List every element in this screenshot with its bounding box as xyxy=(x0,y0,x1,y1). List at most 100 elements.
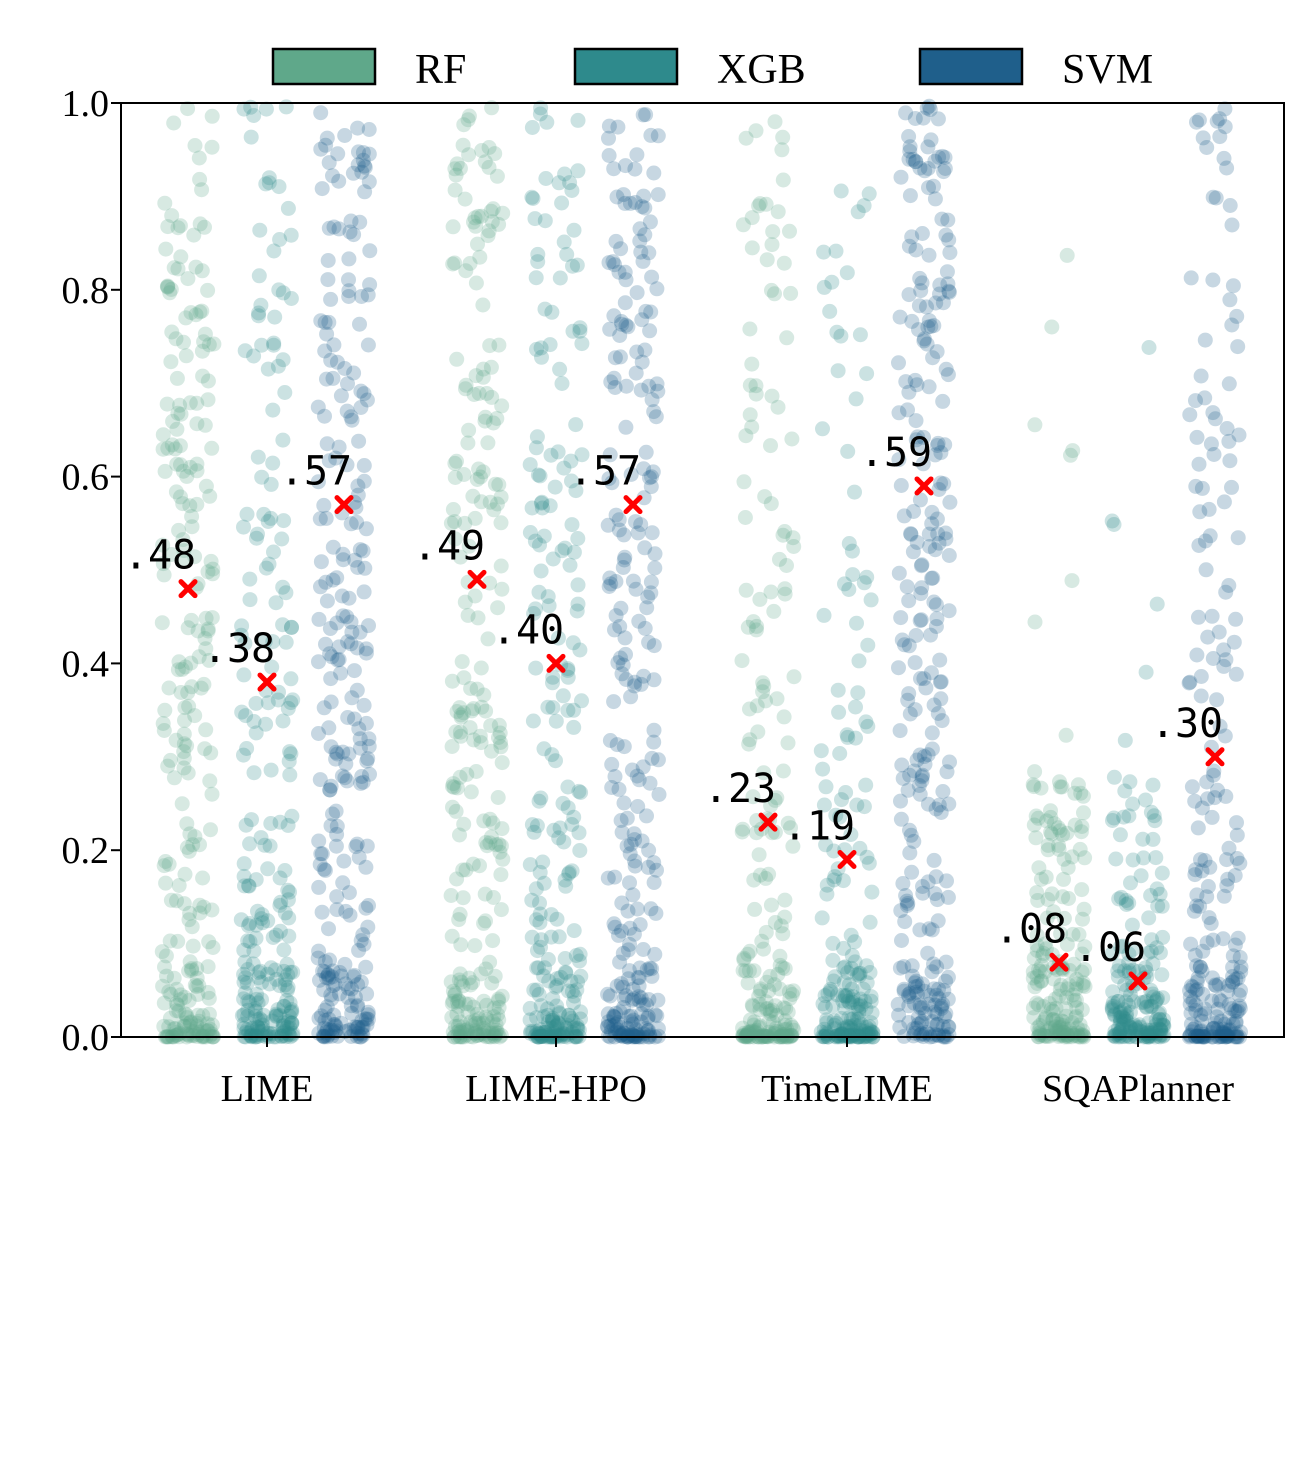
strip-point xyxy=(493,739,509,755)
mean-marker-rf xyxy=(467,569,487,589)
strip-point xyxy=(178,348,194,364)
strip-point xyxy=(618,419,634,435)
strip-point xyxy=(491,730,506,745)
strip-point xyxy=(616,1000,632,1015)
strip-point xyxy=(1233,959,1249,975)
strip-point xyxy=(826,1013,842,1028)
strip-point xyxy=(1225,974,1241,990)
strip-point xyxy=(557,540,573,556)
strip-point xyxy=(467,210,483,226)
strip-point xyxy=(166,770,182,786)
strip-point xyxy=(340,981,356,996)
strip-point xyxy=(242,592,258,608)
strip-point xyxy=(1143,804,1159,820)
strip-point xyxy=(272,1008,288,1024)
strip-point xyxy=(484,100,500,116)
strip-point xyxy=(357,184,373,200)
mean-label: .57 xyxy=(569,449,641,495)
strip-point xyxy=(246,765,262,781)
strip-point xyxy=(323,671,339,687)
strip-point xyxy=(643,479,659,495)
strip-point xyxy=(236,101,252,117)
strip-point xyxy=(265,402,281,418)
strip-point xyxy=(783,285,799,301)
strip-point xyxy=(617,195,633,211)
legend-label-rf: RF xyxy=(415,47,466,93)
strip-point xyxy=(1128,1022,1144,1038)
strip-point xyxy=(317,964,333,980)
strip-point xyxy=(477,409,493,425)
strip-point xyxy=(330,652,346,668)
mean-marker-rf xyxy=(178,579,198,599)
strip-point xyxy=(1230,930,1246,946)
strip-point xyxy=(447,455,463,471)
strip-point xyxy=(619,810,635,826)
strip-point xyxy=(912,747,928,763)
strip-point xyxy=(284,1002,300,1018)
strip-point xyxy=(911,298,927,314)
strip-point xyxy=(161,1019,177,1035)
strip-point xyxy=(641,245,657,261)
strip-point xyxy=(816,607,832,623)
strip-point xyxy=(1224,317,1240,333)
strip-point xyxy=(1043,1001,1059,1017)
strip-point xyxy=(557,872,573,888)
strip-point xyxy=(1150,990,1165,1006)
strip-point xyxy=(861,855,877,871)
strip-point xyxy=(928,869,944,885)
strip-point xyxy=(463,1014,479,1030)
strip-point xyxy=(529,982,545,998)
strip-point xyxy=(278,634,294,650)
strip-point xyxy=(472,858,487,874)
strip-point xyxy=(1232,1000,1248,1016)
strip-point xyxy=(562,557,578,573)
strip-point xyxy=(356,386,372,402)
strip-point xyxy=(1141,340,1157,355)
strip-point xyxy=(343,213,359,229)
strip-point xyxy=(1070,777,1086,793)
strip-point xyxy=(239,975,255,991)
strip-point xyxy=(548,713,564,729)
strip-point xyxy=(319,326,335,342)
strip-point xyxy=(529,1024,545,1040)
strip-point xyxy=(1034,1027,1050,1043)
strip-point xyxy=(239,741,255,756)
strip-point xyxy=(572,946,588,962)
strip-point xyxy=(816,244,832,260)
strip-point xyxy=(906,763,922,779)
strip-point xyxy=(1026,950,1042,966)
strip-point xyxy=(350,1020,366,1035)
strip-point xyxy=(863,1015,879,1031)
strip-point xyxy=(1189,1028,1205,1044)
strip-point xyxy=(768,1020,784,1036)
strip-point xyxy=(1055,889,1071,905)
strip-point xyxy=(612,328,628,343)
strip-point xyxy=(1026,1010,1042,1025)
strip-point xyxy=(160,219,176,235)
strip-point xyxy=(470,610,486,626)
strip-point xyxy=(631,989,647,1005)
strip-point xyxy=(318,510,334,526)
strip-point xyxy=(1063,447,1078,463)
strip-point xyxy=(534,349,549,365)
strip-point xyxy=(282,744,298,760)
strip-point xyxy=(574,336,590,352)
strip-point xyxy=(192,304,208,320)
strip-point xyxy=(558,965,574,981)
strip-point xyxy=(1106,998,1122,1014)
strip-point xyxy=(839,727,855,743)
strip-point xyxy=(892,960,908,976)
strip-point xyxy=(254,907,270,923)
strip-point xyxy=(181,698,197,714)
strip-point xyxy=(776,709,792,725)
strip-point xyxy=(814,910,830,926)
strip-point xyxy=(255,1017,270,1033)
strip-point xyxy=(1203,436,1219,452)
strip-point xyxy=(250,903,265,919)
strip-point xyxy=(818,779,834,795)
strip-point xyxy=(767,114,783,130)
strip-point xyxy=(1233,964,1249,980)
strip-point xyxy=(627,161,643,177)
strip-point xyxy=(205,566,221,582)
strip-point xyxy=(1138,960,1153,976)
